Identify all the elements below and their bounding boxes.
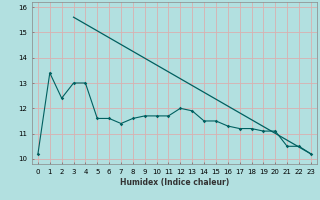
X-axis label: Humidex (Indice chaleur): Humidex (Indice chaleur) <box>120 178 229 187</box>
